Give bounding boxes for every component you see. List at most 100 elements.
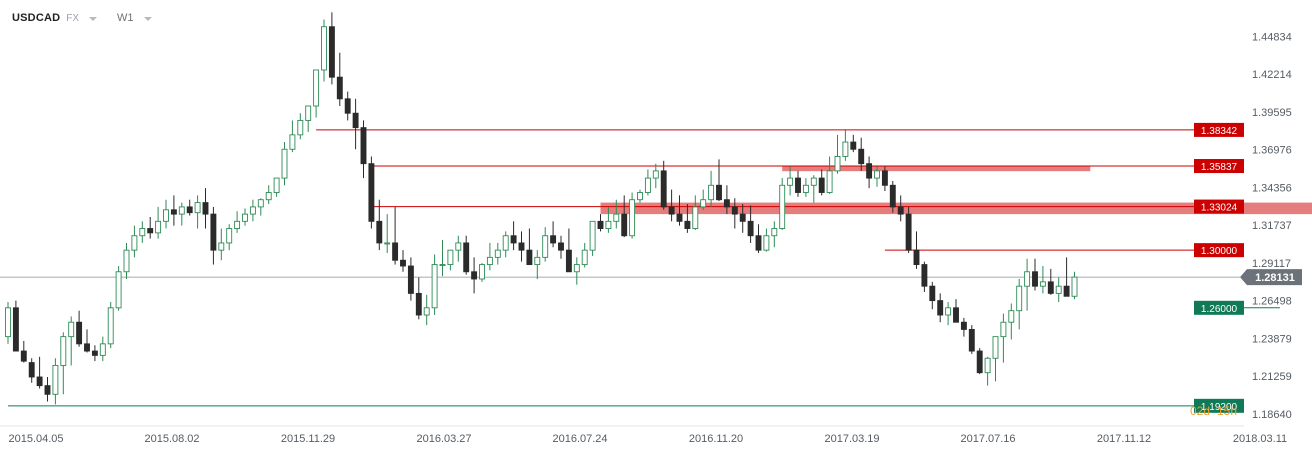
candle [811, 175, 816, 202]
candle [290, 120, 295, 152]
candle-body-bear [859, 149, 864, 163]
candle-body-bull [282, 149, 287, 178]
candle [401, 250, 406, 272]
candle-body-bear [748, 221, 753, 235]
candle-body-bull [61, 337, 66, 366]
candle-body-bear [377, 221, 382, 243]
candle-body-bear [740, 214, 745, 221]
candle-body-bear [661, 171, 666, 207]
y-tick-label: 1.21259 [1252, 371, 1292, 383]
candle-body-bear [867, 164, 872, 178]
candle [1025, 259, 1030, 311]
candle [930, 282, 935, 309]
candle-body-bull [495, 250, 500, 257]
candle [574, 257, 579, 284]
candle [448, 250, 453, 270]
candle [1009, 303, 1014, 339]
candle-body-bull [709, 185, 714, 199]
candle-body-bull [1072, 277, 1077, 296]
candle [851, 135, 856, 152]
candle-body-bull [424, 308, 429, 315]
candle [709, 171, 714, 207]
symbol-label[interactable]: USDCAD [12, 12, 60, 24]
candle-body-bull [803, 185, 808, 192]
level-label: 1.30000 [1201, 246, 1238, 257]
candle [1040, 266, 1045, 293]
candle [171, 195, 176, 225]
candle [480, 263, 485, 282]
candle [298, 113, 303, 139]
candle [946, 302, 951, 325]
candle [527, 229, 532, 265]
candle-body-bear [21, 351, 26, 361]
candle-body-bull [835, 156, 840, 170]
candle-body-bull [195, 203, 200, 213]
candle-body-bear [527, 250, 532, 264]
candle-body-bull [306, 106, 311, 120]
candle-body-bull [298, 120, 303, 134]
candle [535, 250, 540, 279]
candle-body-bear [148, 229, 153, 233]
candle-body-bear [1033, 272, 1038, 286]
interval-dropdown-icon[interactable] [144, 17, 152, 21]
candle [322, 20, 327, 82]
candle [274, 178, 279, 197]
candle [408, 257, 413, 300]
candle-body-bear [1048, 282, 1053, 294]
candle-body-bear [559, 243, 564, 250]
resistance-zone [782, 166, 1090, 171]
candle-body-bear [851, 142, 856, 149]
candle [1072, 272, 1077, 299]
candle-body-bull [653, 171, 658, 178]
candle [756, 224, 761, 253]
candle [764, 229, 769, 252]
candle-body-bull [69, 322, 74, 336]
candle [219, 229, 224, 261]
y-tick-label: 1.34356 [1252, 182, 1292, 194]
candle-body-bull [1017, 286, 1022, 311]
candle-body-bull [811, 178, 816, 185]
candle [622, 195, 627, 237]
candle [85, 329, 90, 352]
interval-label[interactable]: W1 [117, 12, 134, 24]
candle [440, 240, 445, 276]
current-price-label: 1.28131 [1255, 272, 1295, 284]
candle [329, 12, 334, 84]
candle-body-bull [590, 221, 595, 250]
candle-body-bear [85, 344, 90, 351]
candle [203, 188, 208, 228]
candle-body-bull [764, 236, 769, 250]
axes: 1.448341.422141.395951.369761.343561.317… [8, 31, 1291, 445]
candle [472, 257, 477, 293]
market-label[interactable]: FX [66, 13, 79, 24]
candle-body-bull [574, 265, 579, 272]
candle-body-bull [1009, 311, 1014, 323]
candle [993, 337, 998, 382]
level-label: 1.33024 [1201, 203, 1238, 214]
candle [938, 293, 943, 322]
chart-toolbar: USDCAD FX W1 [12, 8, 166, 28]
candle-body-bull [53, 365, 58, 394]
candle-body-bear [211, 214, 216, 250]
candle-body-bear [882, 171, 887, 185]
candle [630, 192, 635, 238]
candle-body-bull [164, 210, 169, 222]
candle-body-bear [669, 207, 674, 214]
candle [487, 243, 492, 270]
candle [156, 207, 161, 239]
candle [503, 231, 508, 257]
level-label: 1.38342 [1201, 126, 1238, 137]
market-dropdown-icon[interactable] [89, 17, 97, 21]
candle [314, 70, 319, 118]
y-tick-label: 1.18640 [1252, 409, 1292, 421]
level-label: 1.35837 [1201, 162, 1238, 173]
candle-body-bear [393, 243, 398, 260]
candle-body-bear [756, 236, 761, 250]
y-tick-label: 1.44834 [1252, 31, 1292, 43]
x-tick-label: 2015.08.02 [144, 433, 199, 445]
candle [566, 229, 571, 272]
candle [369, 156, 374, 228]
candle-body-bear [954, 308, 959, 322]
